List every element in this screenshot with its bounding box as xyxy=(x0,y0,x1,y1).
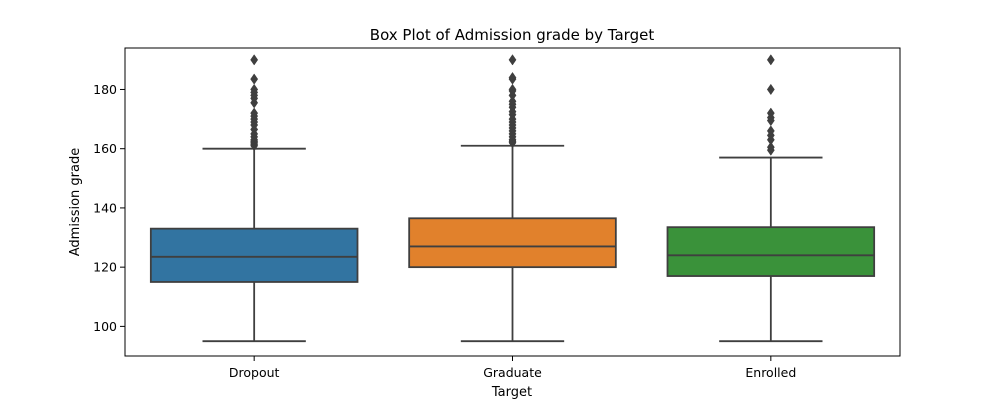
iqr-box xyxy=(149,227,359,283)
outlier-point xyxy=(508,71,517,84)
outlier-point xyxy=(508,83,517,96)
outlier-point xyxy=(508,95,517,107)
outlier-point xyxy=(766,125,775,137)
box-group-dropout xyxy=(149,54,359,343)
chart-title: Box Plot of Admission grade by Target xyxy=(370,26,655,44)
outlier-point xyxy=(766,54,775,66)
y-tick-label: 100 xyxy=(93,319,117,334)
plot-content xyxy=(149,54,876,343)
outlier-point xyxy=(250,107,259,119)
x-tick-label: Dropout xyxy=(229,365,280,380)
y-tick-label: 140 xyxy=(93,200,117,215)
iqr-box xyxy=(666,226,876,277)
box-group-enrolled xyxy=(666,54,876,343)
x-tick-label: Graduate xyxy=(483,365,542,380)
iqr-box xyxy=(408,217,617,269)
outlier-point xyxy=(766,83,775,96)
y-axis-label: Admission grade xyxy=(68,148,83,257)
y-tick-label: 120 xyxy=(93,260,117,275)
y-tick-label: 180 xyxy=(93,82,117,97)
y-tick-label: 160 xyxy=(93,141,117,156)
outlier-point xyxy=(250,73,259,85)
x-axis: Dropout Graduate Enrolled xyxy=(229,356,796,380)
outlier-point xyxy=(508,54,517,66)
outlier-point xyxy=(250,54,259,66)
x-axis-label: Target xyxy=(491,385,532,400)
box-group-graduate xyxy=(408,54,617,343)
outlier-point xyxy=(250,83,259,96)
outlier-point xyxy=(766,107,775,119)
y-axis: 100 120 140 160 180 xyxy=(93,82,125,334)
x-tick-label: Enrolled xyxy=(745,365,796,380)
outlier-point xyxy=(766,141,775,153)
